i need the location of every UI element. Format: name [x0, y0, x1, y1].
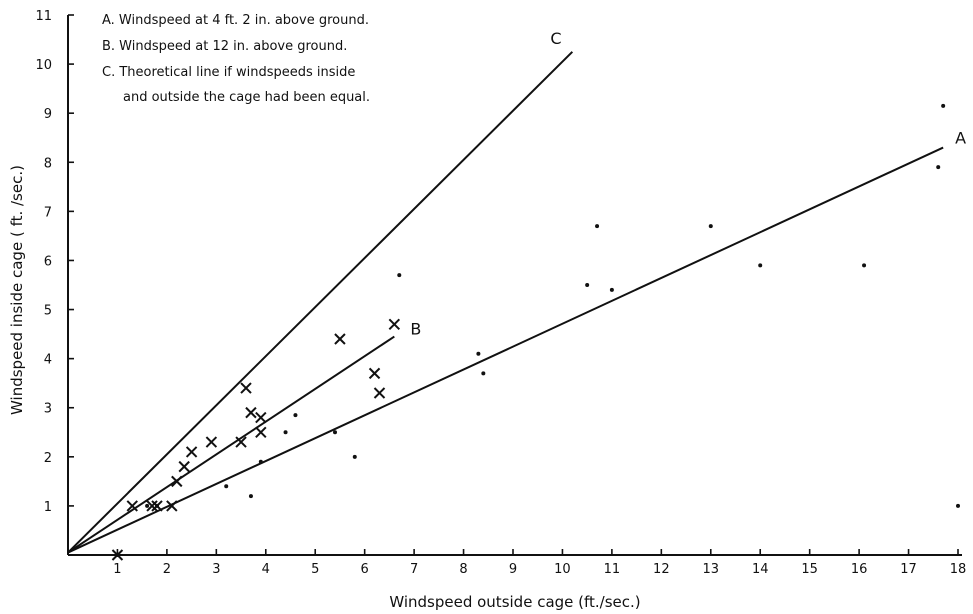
y-tick-label: 11 [35, 9, 52, 24]
point-a [397, 273, 402, 278]
point-b [178, 460, 190, 473]
x-tick-label: 16 [851, 562, 868, 577]
point-b [255, 426, 267, 438]
legend: A. Windspeed at 4 ft. 2 in. above ground… [102, 13, 370, 105]
point-a [956, 503, 960, 508]
point-a [585, 283, 590, 287]
point-b [373, 387, 386, 399]
y-tick-label: 1 [44, 500, 52, 515]
point-a [352, 454, 357, 459]
point-a [145, 503, 150, 508]
x-tick-label: 18 [950, 562, 967, 577]
x-tick-label: 13 [703, 562, 720, 577]
x-tick-label: 9 [509, 562, 517, 577]
legend-entry-b: B. Windspeed at 12 in. above ground. [102, 39, 347, 54]
point-a [476, 351, 481, 356]
point-b [240, 382, 252, 394]
line-c [67, 51, 574, 554]
x-tick-label: 7 [410, 562, 418, 577]
y-tick-label: 9 [44, 107, 52, 122]
point-b [255, 411, 267, 424]
point-a [481, 371, 486, 376]
x-tick-label: 3 [212, 562, 220, 577]
point-a [936, 165, 941, 170]
point-a [609, 287, 614, 292]
y-tick-label: 2 [44, 451, 52, 466]
point-a [283, 430, 288, 435]
x-tick-label: 2 [163, 562, 171, 577]
y-axis-label: Windspeed inside cage ( ft. /sec.) [8, 165, 26, 415]
line-a [67, 146, 944, 554]
y-tick-label: 5 [44, 304, 52, 319]
point-a [258, 459, 263, 464]
point-a [941, 103, 946, 108]
y-tick-label: 7 [44, 205, 52, 220]
legend-entry-c-continued: and outside the cage had been equal. [123, 90, 370, 105]
point-a [595, 224, 600, 229]
point-a [708, 224, 713, 229]
y-tick-label: 3 [44, 402, 52, 417]
point-a [224, 484, 229, 489]
y-tick-label: 4 [44, 353, 52, 368]
point-a [758, 263, 763, 268]
y-tick-label: 10 [35, 58, 52, 73]
point-b [388, 318, 401, 330]
point-b [185, 446, 198, 458]
x-axis-label: Windspeed outside cage (ft./sec.) [389, 593, 640, 611]
x-tick-label: 10 [554, 562, 571, 577]
point-b [111, 549, 124, 561]
point-b [171, 475, 183, 488]
point-b [368, 367, 381, 380]
legend-entry-a: A. Windspeed at 4 ft. 2 in. above ground… [102, 13, 369, 28]
x-tick-label: 14 [752, 562, 769, 577]
point-a [248, 494, 253, 499]
x-ticks: 1 2 3 4 5 6 7 8 9 10 11 12 13 14 15 16 17 18 [113, 549, 966, 577]
point-b [235, 436, 247, 448]
point-b [245, 406, 257, 419]
line-label-b: B [410, 320, 421, 339]
x-tick-label: 1 [113, 562, 121, 577]
x-tick-label: 5 [311, 562, 319, 577]
x-tick-label: 4 [262, 562, 270, 577]
x-tick-label: 17 [900, 562, 917, 577]
line-label-c: C [550, 29, 561, 48]
y-ticks: 1 2 3 4 5 6 7 8 9 10 11 [35, 9, 74, 515]
point-b [151, 500, 163, 512]
x-tick-label: 8 [459, 562, 467, 577]
line-b [67, 335, 395, 554]
fit-lines: A B C [67, 29, 966, 554]
point-a [333, 430, 337, 435]
y-tick-label: 6 [44, 254, 52, 269]
point-b [146, 500, 158, 512]
data-markers [111, 103, 960, 561]
legend-entry-c: C. Theoretical line if windspeeds inside [102, 65, 355, 80]
x-tick-label: 12 [653, 562, 670, 577]
x-tick-label: 11 [604, 562, 621, 577]
point-b [126, 500, 138, 512]
line-label-a: A [955, 129, 966, 148]
point-b [334, 333, 346, 345]
y-tick-label: 8 [44, 156, 52, 171]
point-a [862, 263, 867, 268]
x-tick-label: 6 [361, 562, 369, 577]
point-b [166, 500, 178, 512]
x-tick-label: 15 [801, 562, 818, 577]
point-b [205, 436, 218, 448]
point-a [293, 413, 298, 418]
